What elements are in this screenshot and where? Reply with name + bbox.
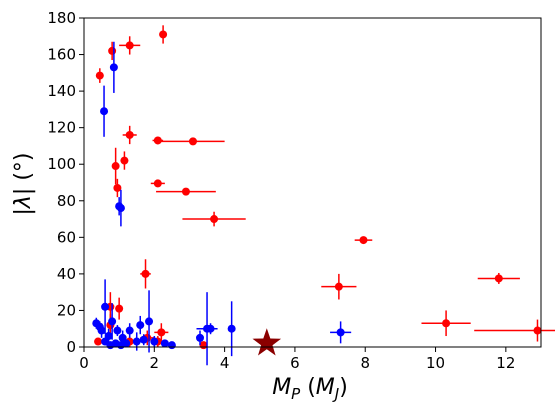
red-data-point <box>334 282 343 291</box>
y-tick-label: 160 <box>47 46 76 64</box>
svg-text:|λ| (°): |λ| (°) <box>11 152 36 215</box>
svg-text:MP (MJ): MP (MJ) <box>272 375 348 403</box>
red-data-point <box>159 30 168 39</box>
red-data-point <box>442 319 451 328</box>
blue-data-point <box>106 341 115 350</box>
star-marker <box>252 328 282 356</box>
blue-data-point <box>100 107 109 116</box>
red-data-point <box>359 236 368 245</box>
data-marks <box>92 25 555 366</box>
x-tick-label: 12 <box>496 354 515 372</box>
blue-data-point <box>108 317 117 326</box>
red-data-point <box>153 136 162 145</box>
x-tick-label: 2 <box>150 354 160 372</box>
x-tick-label: 0 <box>79 354 89 372</box>
blue-data-point <box>116 341 125 350</box>
blue-data-point <box>139 335 148 344</box>
blue-data-point <box>227 324 236 333</box>
plot-frame <box>83 17 542 348</box>
y-tick-label: 60 <box>57 228 76 246</box>
y-tick-label: 20 <box>57 301 76 319</box>
blue-data-point <box>145 317 154 326</box>
blue-data-point <box>116 204 125 213</box>
blue-data-point <box>97 326 106 335</box>
blue-data-point <box>150 337 159 346</box>
blue-data-point <box>160 339 169 348</box>
blue-data-point <box>136 321 145 330</box>
x-tick-label: 10 <box>426 354 445 372</box>
red-data-point <box>94 337 103 346</box>
blue-data-point <box>336 328 345 337</box>
blue-data-point <box>132 337 141 346</box>
y-tick-label: 140 <box>47 82 76 100</box>
blue-data-point <box>125 326 134 335</box>
x-tick-label: 4 <box>220 354 230 372</box>
red-data-point <box>125 130 134 139</box>
red-data-point <box>115 304 124 313</box>
x-tick-label: 8 <box>360 354 370 372</box>
x-tick-label: 6 <box>290 354 300 372</box>
blue-data-point <box>101 302 110 311</box>
red-data-point <box>188 137 197 146</box>
red-data-point <box>113 183 122 192</box>
red-data-point <box>141 269 150 278</box>
y-tick-label: 80 <box>57 192 76 210</box>
red-data-point <box>111 162 120 171</box>
y-tick-label: 180 <box>47 9 76 27</box>
red-data-point <box>181 187 190 196</box>
y-axis-label: |λ| (°) <box>11 152 36 215</box>
red-data-point <box>95 71 104 80</box>
blue-data-point <box>206 324 215 333</box>
blue-data-point <box>196 333 205 342</box>
red-data-point <box>210 215 219 224</box>
y-tick-label: 100 <box>47 155 76 173</box>
red-data-point <box>120 156 129 165</box>
red-data-point <box>533 326 542 335</box>
blue-data-point <box>109 63 118 72</box>
y-tick-label: 40 <box>57 265 76 283</box>
blue-data-point <box>113 326 122 335</box>
x-axis-label: MP (MJ) <box>272 375 348 403</box>
red-data-point <box>125 41 134 50</box>
y-tick-label: 120 <box>47 119 76 137</box>
red-data-point <box>153 179 162 188</box>
blue-data-point <box>167 341 176 350</box>
red-data-point <box>108 46 117 55</box>
red-data-point <box>494 274 503 283</box>
y-tick-label: 0 <box>66 338 76 356</box>
red-data-point <box>157 328 166 337</box>
